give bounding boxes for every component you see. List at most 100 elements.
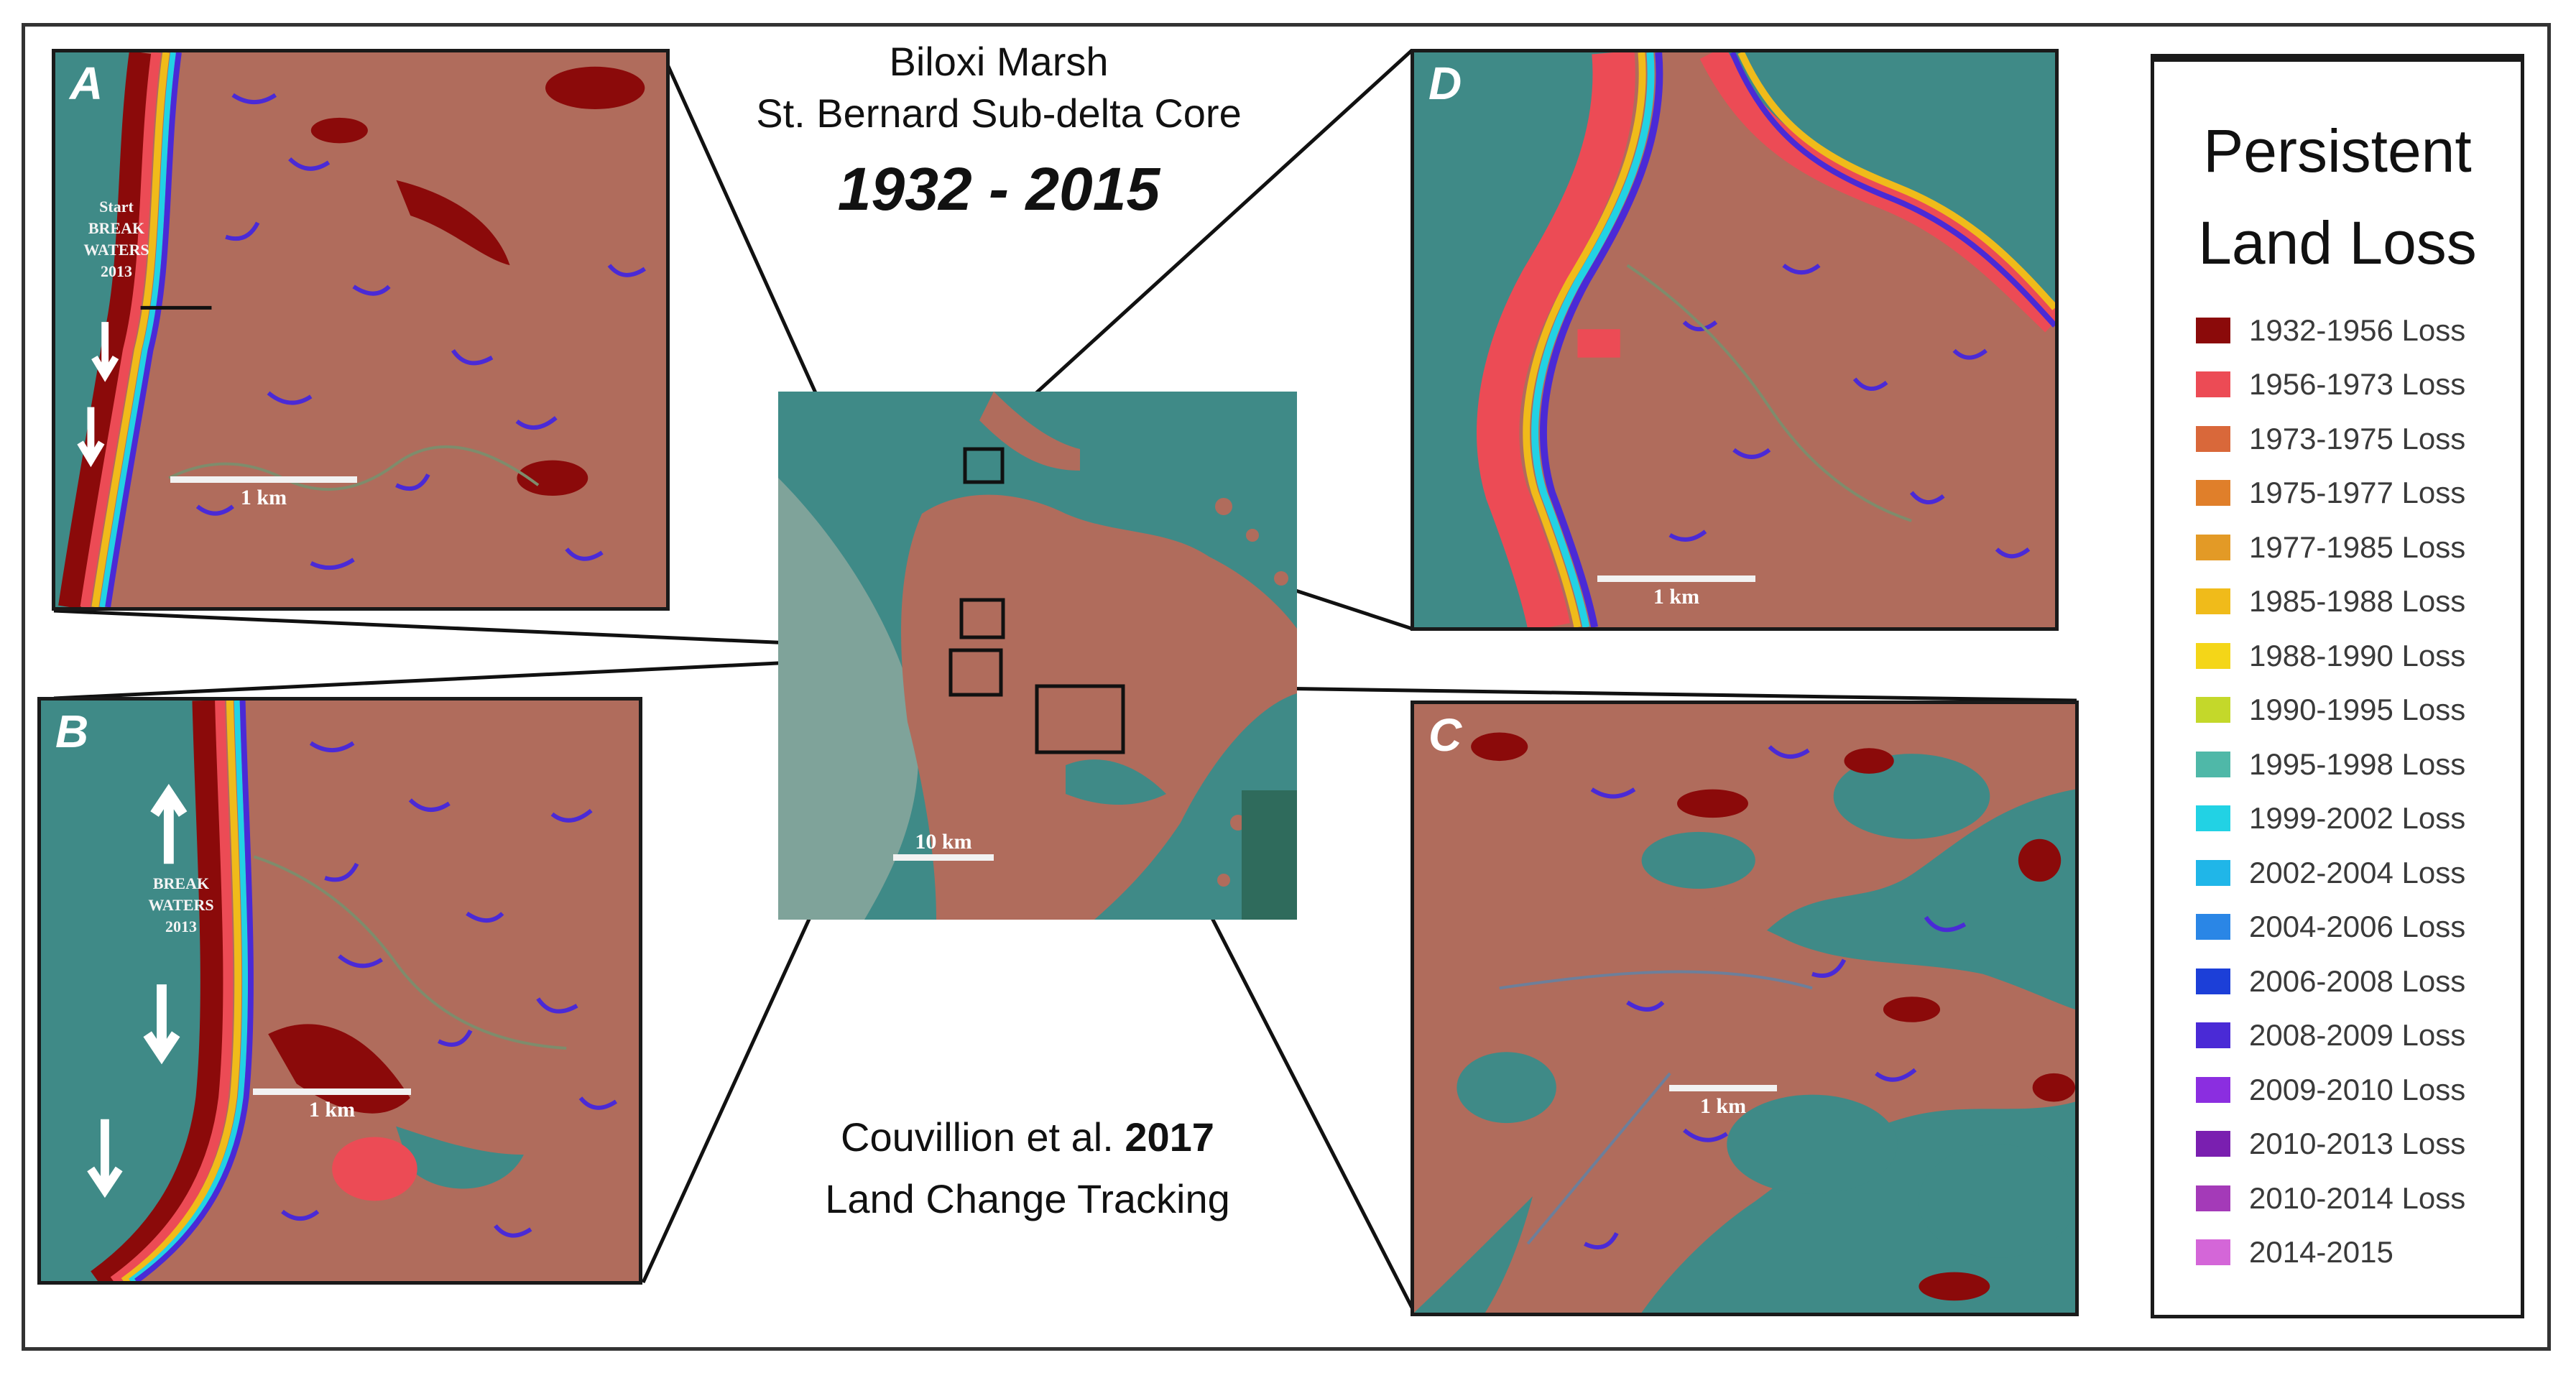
legend-item: 2010-2014 Loss <box>2196 1171 2521 1226</box>
credit-year: 2017 <box>1125 1114 1214 1160</box>
legend-item: 2010-2013 Loss <box>2196 1117 2521 1172</box>
legend-label: 2004-2006 Loss <box>2249 910 2466 944</box>
legend-item: 1990-1995 Loss <box>2196 683 2521 738</box>
legend-title-line2: Land Loss <box>2198 209 2477 277</box>
panel-a-breakwaters-label: Start BREAK WATERS 2013 <box>63 196 170 282</box>
legend-item: 2002-2004 Loss <box>2196 846 2521 900</box>
legend-swatch <box>2196 1239 2230 1266</box>
legend-item: 1985-1988 Loss <box>2196 575 2521 629</box>
legend-label: 1988-1990 Loss <box>2249 638 2466 672</box>
legend-swatch <box>2196 480 2230 507</box>
legend-item: 2008-2009 Loss <box>2196 1009 2521 1063</box>
legend-item: 1977-1985 Loss <box>2196 520 2521 575</box>
legend-swatch <box>2196 588 2230 615</box>
legend-swatch <box>2196 968 2230 994</box>
legend-title-line1: Persistent <box>2203 117 2472 185</box>
center-overview-map: 10 km <box>778 392 1297 920</box>
legend-swatch <box>2196 859 2230 886</box>
panel-a-map: A Start BREAK WATERS 2013 1 km <box>52 49 670 611</box>
legend-swatch <box>2196 642 2230 669</box>
legend-label: 1985-1988 Loss <box>2249 584 2466 619</box>
legend-item: 1932-1956 Loss <box>2196 303 2521 358</box>
title-years: 1932 - 2015 <box>837 155 1160 223</box>
legend-label: 2010-2013 Loss <box>2249 1127 2466 1161</box>
legend-label: 2009-2010 Loss <box>2249 1072 2466 1106</box>
title-line2: St. Bernard Sub-delta Core <box>756 91 1242 136</box>
panel-c-scale-bar: 1 km <box>1662 1085 1784 1119</box>
panel-d-scale-label: 1 km <box>1653 585 1700 609</box>
legend-item: 2004-2006 Loss <box>2196 900 2521 955</box>
legend-list: 1932-1956 Loss 1956-1973 Loss 1973-1975 Lo… <box>2154 303 2521 1280</box>
panel-c-imagery <box>1414 704 2075 1313</box>
legend-swatch <box>2196 697 2230 724</box>
legend-label: 1975-1977 Loss <box>2249 476 2466 510</box>
panel-c-scale-line <box>1669 1085 1777 1091</box>
panel-b-imagery <box>41 701 639 1281</box>
legend-label: 2002-2004 Loss <box>2249 855 2466 889</box>
panel-a-scale-bar: 1 km <box>167 476 361 510</box>
legend-swatch <box>2196 371 2230 398</box>
center-scale-line <box>893 854 994 861</box>
panel-a-label-line: Start <box>99 198 134 216</box>
legend-label: 1995-1998 Loss <box>2249 746 2466 781</box>
panel-b-scale-label: 1 km <box>308 1098 356 1122</box>
legend-swatch <box>2196 914 2230 940</box>
legend-item: 1995-1998 Loss <box>2196 737 2521 792</box>
center-imagery <box>778 392 1297 920</box>
panel-d-scale-line <box>1597 575 1755 582</box>
panel-c-letter: C <box>1428 709 1462 761</box>
panel-a-letter: A <box>70 57 103 109</box>
panel-c-scale-label: 1 km <box>1699 1094 1747 1118</box>
legend-label: 2010-2014 Loss <box>2249 1180 2466 1215</box>
legend-title: Persistent Land Loss <box>2154 105 2521 289</box>
legend-item: 1973-1975 Loss <box>2196 412 2521 466</box>
legend: Persistent Land Loss 1932-1956 Loss 1956-… <box>2151 54 2524 1318</box>
panel-d-map: D 1 km <box>1411 49 2059 631</box>
panel-a-label-line: 2013 <box>101 262 132 280</box>
legend-swatch <box>2196 425 2230 452</box>
legend-swatch <box>2196 1131 2230 1157</box>
panel-a-label-line: WATERS <box>83 241 149 259</box>
panel-c-map: C 1 km <box>1411 701 2079 1316</box>
legend-swatch <box>2196 1185 2230 1211</box>
panel-a-imagery <box>55 52 666 607</box>
legend-label: 1999-2002 Loss <box>2249 801 2466 836</box>
panel-a-scale-label: 1 km <box>240 486 287 509</box>
panel-b-label-line: WATERS <box>148 896 214 914</box>
legend-label: 1956-1973 Loss <box>2249 367 2466 402</box>
title-line1: Biloxi Marsh <box>889 39 1109 84</box>
title-block: Biloxi Marsh St. Bernard Sub-delta Core … <box>675 36 1322 228</box>
panel-b-scale-line <box>253 1088 411 1095</box>
legend-item: 2009-2010 Loss <box>2196 1063 2521 1117</box>
credit-line2: Land Change Tracking <box>825 1176 1230 1221</box>
panel-a-label-line: BREAK <box>88 219 145 237</box>
panel-b-label-line: BREAK <box>152 874 210 892</box>
legend-item: 2014-2015 <box>2196 1226 2521 1280</box>
legend-label: 1932-1956 Loss <box>2249 313 2466 347</box>
legend-swatch <box>2196 1076 2230 1103</box>
panel-d-imagery <box>1414 52 2055 627</box>
legend-label: 2014-2015 <box>2249 1235 2393 1270</box>
panel-b-breakwaters-label: BREAK WATERS 2013 <box>127 873 235 938</box>
credit-block: Couvillion et al. 2017 Land Change Track… <box>747 1106 1308 1230</box>
legend-label: 1973-1975 Loss <box>2249 421 2466 456</box>
panel-d-scale-bar: 1 km <box>1590 575 1763 609</box>
legend-swatch <box>2196 1022 2230 1049</box>
legend-item: 1988-1990 Loss <box>2196 629 2521 683</box>
legend-swatch <box>2196 751 2230 777</box>
panel-b-label-line: 2013 <box>165 917 197 935</box>
panel-b-map: B BREAK WATERS 2013 1 km <box>37 697 642 1285</box>
legend-label: 1977-1985 Loss <box>2249 530 2466 564</box>
panel-b-scale-bar: 1 km <box>246 1088 418 1122</box>
legend-item: 2006-2008 Loss <box>2196 954 2521 1009</box>
credit-authors: Couvillion et al. <box>841 1114 1114 1160</box>
legend-label: 1990-1995 Loss <box>2249 693 2466 727</box>
legend-swatch <box>2196 317 2230 343</box>
center-scale-label: 10 km <box>915 830 972 854</box>
legend-item: 1956-1973 Loss <box>2196 358 2521 412</box>
legend-swatch <box>2196 805 2230 832</box>
legend-label: 2008-2009 Loss <box>2249 1018 2466 1053</box>
legend-swatch <box>2196 534 2230 560</box>
panel-d-letter: D <box>1428 57 1462 109</box>
legend-label: 2006-2008 Loss <box>2249 963 2466 998</box>
